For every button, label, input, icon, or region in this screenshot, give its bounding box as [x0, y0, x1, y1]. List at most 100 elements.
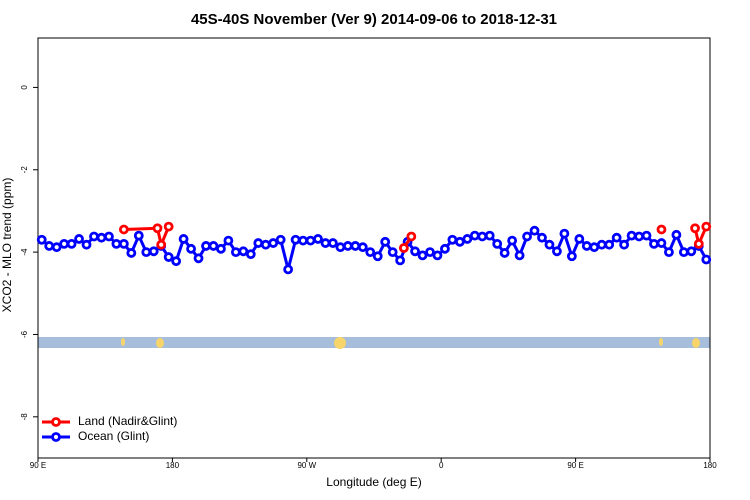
point	[44, 241, 55, 251]
y-axis-label: XCO2 - MLO trend (ppm)	[0, 178, 14, 313]
point	[141, 247, 152, 258]
point	[398, 243, 409, 253]
legend-label: Ocean (Glint)	[78, 429, 149, 443]
point	[566, 251, 577, 262]
point	[81, 239, 92, 250]
point	[365, 247, 376, 258]
point	[342, 241, 353, 251]
point	[425, 247, 435, 258]
point	[74, 234, 84, 244]
y-tick-label: -4	[20, 248, 29, 256]
x-axis-label: Longitude (deg E)	[326, 475, 421, 489]
point	[604, 239, 615, 250]
point	[290, 234, 301, 245]
point	[492, 238, 503, 249]
point	[499, 248, 510, 258]
point	[350, 241, 361, 251]
point	[701, 221, 712, 232]
point	[208, 241, 219, 251]
point	[406, 231, 417, 242]
point	[163, 221, 174, 232]
legend-marker	[51, 432, 61, 442]
point	[462, 234, 473, 244]
point	[641, 230, 652, 241]
point	[152, 223, 163, 234]
point	[111, 238, 122, 249]
point	[320, 238, 331, 248]
point	[619, 239, 630, 250]
point	[469, 230, 480, 241]
x-tick-label: 90 E	[567, 461, 583, 470]
point	[529, 225, 540, 236]
mask-land	[121, 338, 125, 346]
point	[581, 241, 592, 251]
point	[417, 250, 428, 261]
point	[432, 250, 443, 261]
point	[253, 238, 264, 248]
point	[171, 256, 182, 267]
point	[626, 230, 637, 241]
point	[701, 254, 712, 265]
point	[156, 239, 167, 250]
y-tick-label: -8	[20, 413, 29, 421]
point	[596, 239, 607, 250]
point	[328, 238, 338, 248]
point	[611, 232, 622, 243]
point	[537, 232, 547, 243]
point	[118, 238, 129, 249]
legend-label: Land (Nadir&Glint)	[78, 414, 177, 428]
point	[514, 250, 525, 261]
point	[656, 238, 667, 248]
point	[507, 235, 518, 246]
point	[484, 230, 495, 241]
y-tick-label: 0	[20, 85, 29, 90]
point	[335, 242, 346, 253]
point	[372, 251, 383, 262]
point	[693, 238, 704, 249]
point	[133, 230, 144, 241]
mask-land	[659, 338, 663, 346]
point	[216, 243, 226, 254]
point	[245, 249, 256, 260]
point	[193, 253, 204, 264]
point	[186, 243, 196, 254]
mask-land	[334, 337, 346, 349]
x-tick-label: 180	[166, 461, 180, 470]
point	[522, 231, 532, 242]
point	[163, 252, 174, 262]
point	[305, 235, 316, 246]
point	[283, 264, 294, 275]
point	[574, 234, 585, 244]
point	[313, 234, 323, 244]
point	[671, 229, 682, 240]
point	[380, 236, 391, 247]
point	[66, 238, 77, 249]
x-tick-label: 90 E	[30, 461, 46, 470]
point	[589, 242, 600, 253]
legend-marker	[51, 417, 61, 427]
x-tick-label: 0	[439, 461, 444, 470]
point	[552, 246, 562, 257]
point	[223, 235, 234, 246]
land-mask	[38, 337, 710, 349]
plot-frame	[37, 37, 711, 459]
point	[238, 246, 249, 257]
point	[126, 248, 137, 258]
point	[477, 231, 488, 242]
point	[104, 231, 114, 242]
point	[148, 246, 159, 257]
point	[686, 246, 697, 257]
point	[559, 228, 570, 239]
point	[260, 239, 271, 250]
point	[649, 238, 659, 249]
point	[59, 238, 70, 249]
point	[275, 234, 286, 245]
point	[690, 223, 700, 234]
chart-title: 45S-40S November (Ver 9) 2014-09-06 to 2…	[191, 11, 557, 28]
point	[395, 255, 406, 266]
y-tick-label: -6	[20, 330, 29, 338]
point	[656, 224, 667, 235]
point	[230, 247, 241, 258]
point	[440, 243, 450, 254]
